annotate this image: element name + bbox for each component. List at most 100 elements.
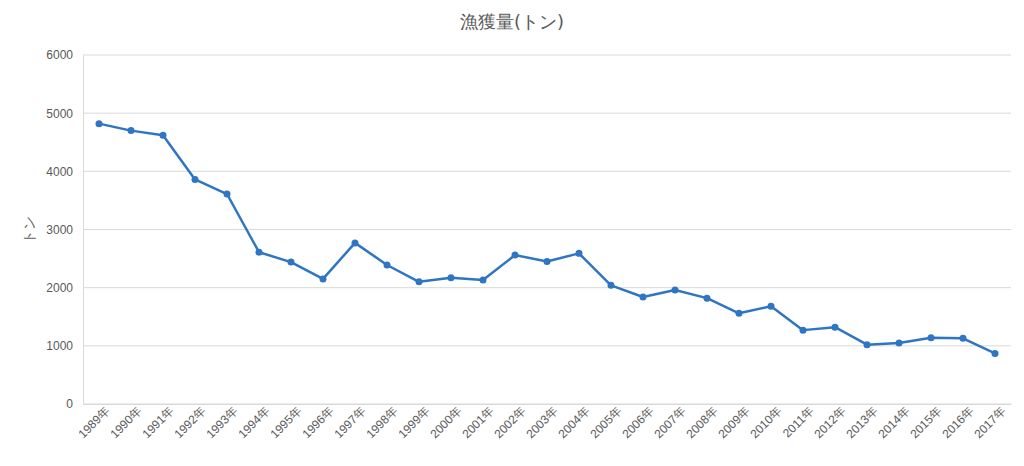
- grid-line: [83, 113, 1011, 114]
- grid-line: [83, 404, 1011, 405]
- grid-line: [83, 287, 1011, 288]
- x-tick: 2014年: [875, 404, 912, 441]
- x-tick-label: 1990年: [107, 404, 144, 441]
- x-tick-label: 1997年: [331, 404, 368, 441]
- point: [576, 250, 583, 257]
- x-tick-label: 2009年: [715, 404, 752, 441]
- point: [192, 176, 199, 183]
- x-tick-label: 2014年: [875, 404, 912, 441]
- line: [99, 124, 995, 354]
- x-tick-label: 2002年: [491, 404, 528, 441]
- y-tick: 3000: [46, 223, 83, 237]
- y-axis: 0 1000 2000 3000 4000 5000 6000: [46, 48, 83, 411]
- x-tick: 2015年: [907, 404, 944, 441]
- x-tick-label: 2017年: [971, 404, 1008, 441]
- point: [288, 259, 295, 266]
- x-tick-label: 2001年: [459, 404, 496, 441]
- x-tick-label: 1995年: [267, 404, 304, 441]
- x-tick: 2008年: [683, 404, 720, 441]
- grid-line: [83, 229, 1011, 230]
- x-tick: 2002年: [491, 404, 528, 441]
- x-tick-label: 2008年: [683, 404, 720, 441]
- point: [864, 341, 871, 348]
- x-tick-label: 2005年: [587, 404, 624, 441]
- y-tick: 0: [66, 397, 83, 411]
- x-tick-label: 2012年: [811, 404, 848, 441]
- x-axis: 1989年1990年1991年1992年1993年1994年1995年1996年…: [75, 404, 1011, 441]
- point: [384, 261, 391, 268]
- x-tick-label: 2015年: [907, 404, 944, 441]
- x-tick: 1993年: [203, 404, 240, 441]
- point: [320, 275, 327, 282]
- x-tick: 2001年: [459, 404, 496, 441]
- y-tick-label: 2000: [46, 281, 73, 295]
- y-tick-label: 1000: [46, 339, 73, 353]
- x-axis-line: [84, 404, 1012, 405]
- y-tick-label: 6000: [46, 48, 73, 62]
- x-tick-label: 1991年: [139, 404, 176, 441]
- point: [256, 249, 263, 256]
- point: [160, 132, 167, 139]
- point: [928, 334, 935, 341]
- x-tick-label: 1989年: [75, 404, 112, 441]
- point: [416, 278, 423, 285]
- x-tick-label: 2007年: [651, 404, 688, 441]
- x-tick: 2017年: [971, 404, 1008, 441]
- x-tick: 2016年: [939, 404, 976, 441]
- series: [96, 120, 999, 357]
- x-tick: 1995年: [267, 404, 304, 441]
- x-tick-label: 1999年: [395, 404, 432, 441]
- point: [96, 120, 103, 127]
- x-tick-label: 1993年: [203, 404, 240, 441]
- y-tick: 4000: [46, 165, 83, 179]
- x-tick: 1996年: [299, 404, 336, 441]
- x-tick-label: 2006年: [619, 404, 656, 441]
- point: [960, 335, 967, 342]
- plot: 0 1000 2000 3000 4000 5000 6000 1989年1990年1991年…: [46, 48, 1011, 441]
- y-tick-label: 4000: [46, 165, 73, 179]
- x-tick-label: 2000年: [427, 404, 464, 441]
- y-tick-label: 3000: [46, 223, 73, 237]
- x-tick: 2003年: [523, 404, 560, 441]
- x-tick: 2013年: [843, 404, 880, 441]
- x-tick-label: 1998年: [363, 404, 400, 441]
- x-tick: 1992年: [171, 404, 208, 441]
- x-tick-label: 1996年: [299, 404, 336, 441]
- y-tick-label: 0: [66, 397, 73, 411]
- y-tick: 5000: [46, 107, 83, 121]
- chart: 0 1000 2000 3000 4000 5000 6000 1989年1990年1991年…: [0, 0, 1024, 466]
- x-tick-label: 2004年: [555, 404, 592, 441]
- point: [512, 252, 519, 259]
- grid-line: [83, 171, 1011, 172]
- point: [608, 282, 615, 289]
- y-tick: 1000: [46, 339, 83, 353]
- x-tick-label: 2013年: [843, 404, 880, 441]
- grid-line: [83, 55, 1011, 56]
- x-tick-label: 1994年: [235, 404, 272, 441]
- x-tick: 1997年: [331, 404, 368, 441]
- point: [480, 277, 487, 284]
- point: [704, 295, 711, 302]
- point: [800, 327, 807, 334]
- point: [128, 127, 135, 134]
- grid: [83, 55, 1011, 404]
- y-axis-line: [83, 56, 84, 405]
- point: [832, 324, 839, 331]
- x-tick: 1998年: [363, 404, 400, 441]
- x-tick: 1991年: [139, 404, 176, 441]
- title: 漁獲量(トン): [460, 11, 564, 32]
- x-tick: 2006年: [619, 404, 656, 441]
- x-tick-label: 1992年: [171, 404, 208, 441]
- y-tick: 2000: [46, 281, 83, 295]
- point: [768, 303, 775, 310]
- x-tick: 2009年: [715, 404, 752, 441]
- x-tick: 1990年: [107, 404, 144, 441]
- x-tick-label: 2011年: [780, 404, 817, 441]
- x-tick: 1989年: [75, 404, 112, 441]
- point: [448, 274, 455, 281]
- point: [640, 293, 647, 300]
- point: [672, 286, 679, 293]
- x-tick-label: 2010年: [747, 404, 784, 441]
- x-tick: 1999年: [395, 404, 432, 441]
- x-tick: 2005年: [587, 404, 624, 441]
